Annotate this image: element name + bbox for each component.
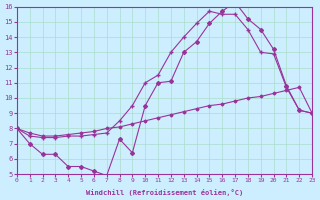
X-axis label: Windchill (Refroidissement éolien,°C): Windchill (Refroidissement éolien,°C)	[86, 189, 243, 196]
